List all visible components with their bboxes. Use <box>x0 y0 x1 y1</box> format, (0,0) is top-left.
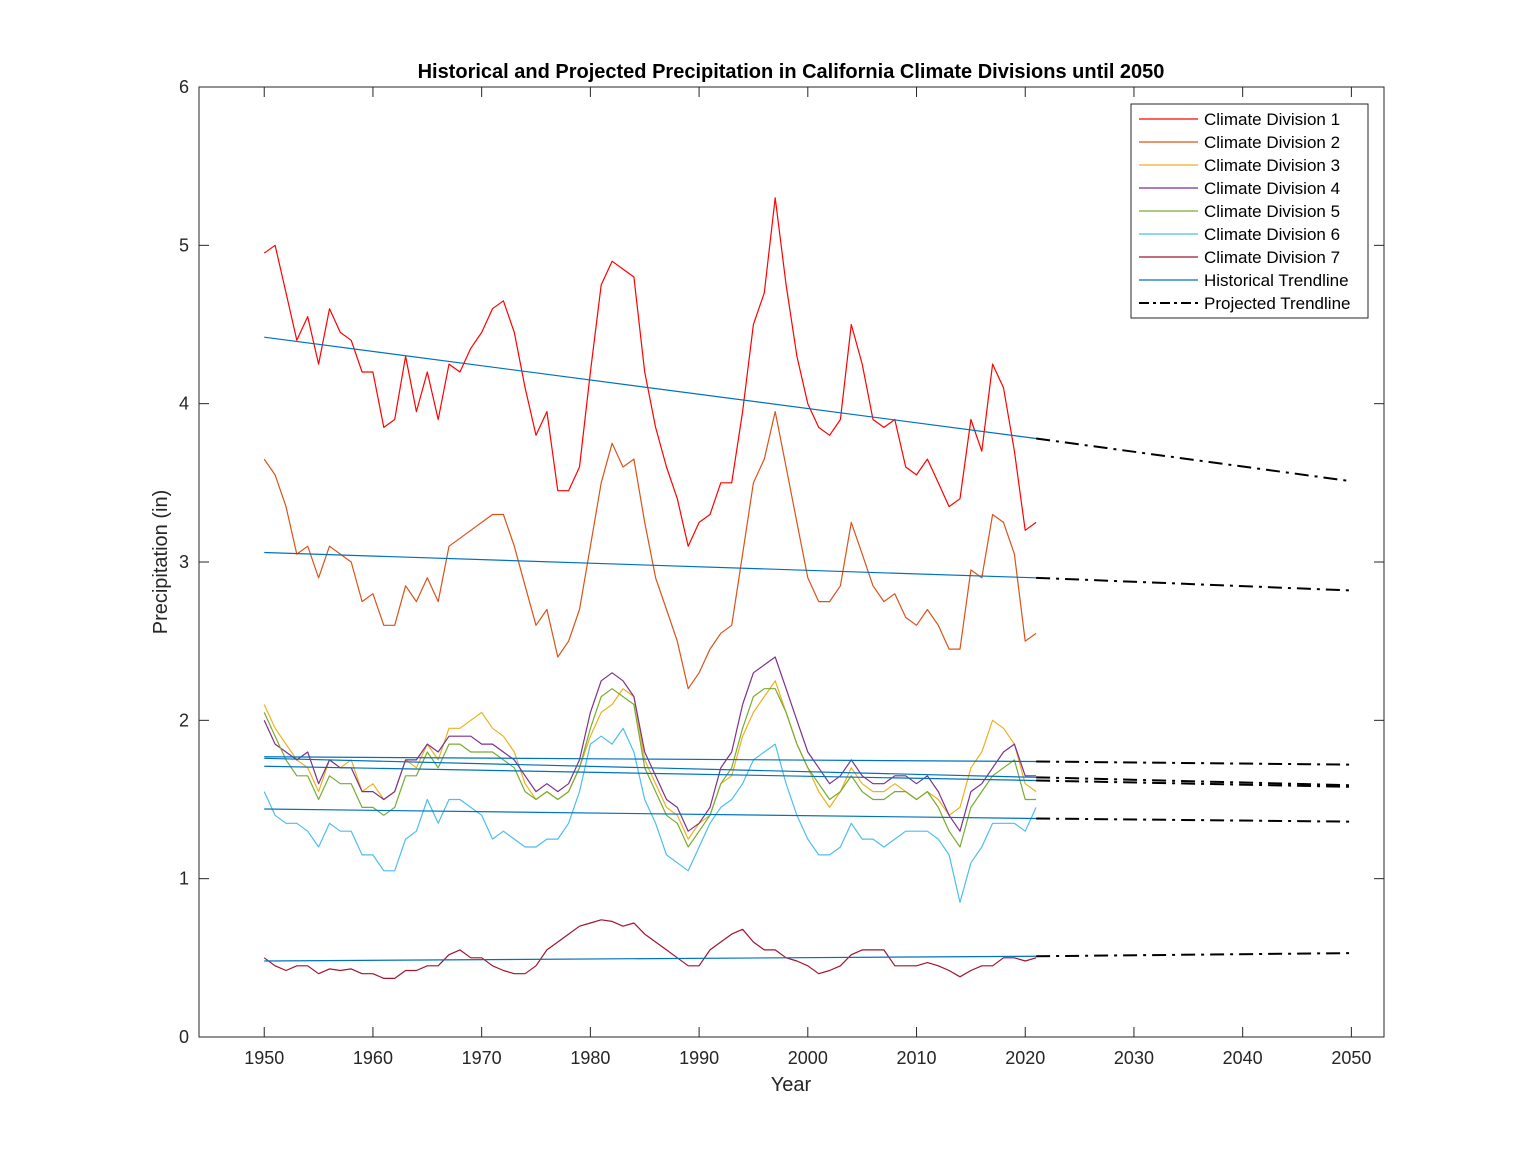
projected-trendline-5 <box>1036 779 1352 788</box>
x-tick-label: 2050 <box>1331 1048 1371 1068</box>
projected-trendline-7 <box>1036 952 1352 958</box>
legend-label: Climate Division 5 <box>1204 202 1340 221</box>
x-tick-label: 2010 <box>896 1048 936 1068</box>
y-axis-label: Precipitation (in) <box>150 490 172 635</box>
x-tick-label: 2040 <box>1223 1048 1263 1068</box>
historical-trendline-2 <box>264 551 1037 579</box>
series-line-division-2 <box>263 411 1037 690</box>
x-tick-label: 2030 <box>1114 1048 1154 1068</box>
projected-trendline-1 <box>1035 437 1352 483</box>
projected-trendline-6 <box>1036 817 1352 823</box>
trendline-layer <box>264 336 1352 962</box>
y-tick-label: 2 <box>179 710 189 730</box>
x-tick-label: 1990 <box>679 1048 719 1068</box>
legend-label: Climate Division 3 <box>1204 156 1340 175</box>
projected-trendline-3 <box>1036 760 1352 766</box>
historical-trendline-6 <box>264 808 1037 820</box>
historical-trendline-3 <box>264 756 1037 763</box>
series-line-division-4 <box>263 656 1037 832</box>
legend-label: Historical Trendline <box>1204 271 1349 290</box>
x-tick-label: 1960 <box>353 1048 393 1068</box>
series-line-division-1 <box>263 197 1037 547</box>
y-tick-label: 0 <box>179 1027 189 1047</box>
x-tick-label: 2020 <box>1005 1048 1045 1068</box>
y-tick-label: 1 <box>179 869 189 889</box>
projected-trendline-4 <box>1036 776 1352 787</box>
historical-trendline-5 <box>264 765 1037 782</box>
y-tick-label: 4 <box>179 394 189 414</box>
projected-trendline-2 <box>1036 576 1352 592</box>
legend: Climate Division 1 Climate Division 2 Clim… <box>1130 103 1369 319</box>
legend-label: Climate Division 7 <box>1204 248 1340 267</box>
series-line-division-6 <box>263 727 1037 904</box>
legend-label: Climate Division 2 <box>1204 133 1340 152</box>
x-tick-label: 1970 <box>462 1048 502 1068</box>
x-tick-label: 1980 <box>570 1048 610 1068</box>
y-tick-label: 6 <box>179 77 189 97</box>
legend-label: Climate Division 6 <box>1204 225 1340 244</box>
x-tick-label: 1950 <box>244 1048 284 1068</box>
chart-title: Historical and Projected Precipitation i… <box>418 61 1165 83</box>
series-line-division-7 <box>263 919 1037 980</box>
y-tick-label: 5 <box>179 235 189 255</box>
legend-label: Climate Division 1 <box>1204 110 1340 129</box>
x-tick-label: 2000 <box>788 1048 828 1068</box>
series-layer <box>263 197 1037 980</box>
series-line-division-5 <box>263 688 1037 848</box>
x-axis-label: Year <box>771 1074 812 1096</box>
axis-layer: 1950 1960 1970 1980 1990 2000 2010 2020 2030 2040… <box>179 77 1384 1068</box>
historical-trendline-4 <box>264 757 1037 778</box>
legend-label: Climate Division 4 <box>1204 179 1340 198</box>
historical-trendline-7 <box>264 955 1037 962</box>
legend-label: Projected Trendline <box>1204 294 1350 313</box>
y-tick-label: 3 <box>179 552 189 572</box>
historical-trendline-1 <box>264 336 1037 440</box>
